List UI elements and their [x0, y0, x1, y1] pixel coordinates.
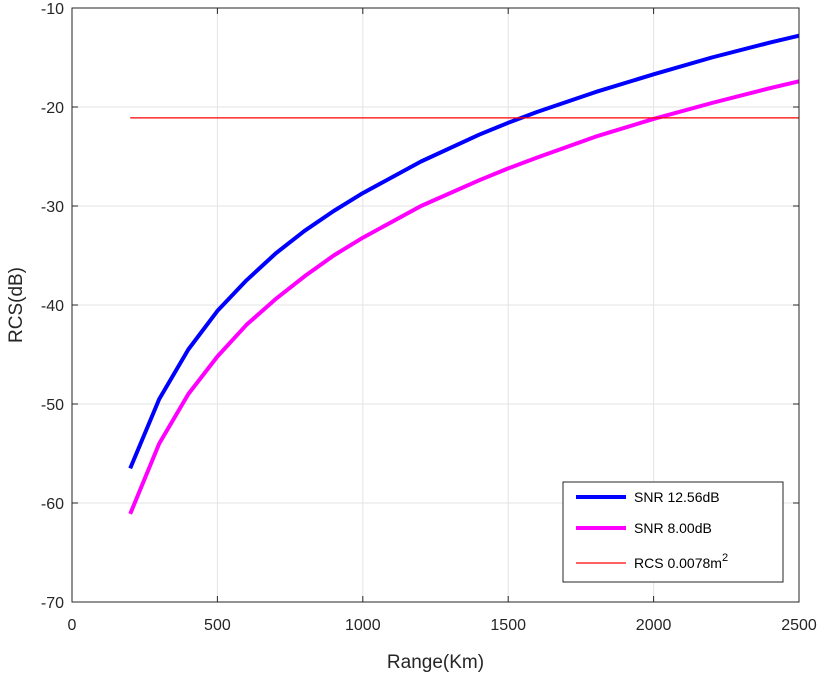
- legend: SNR 12.56dB SNR 8.00dB RCS 0.0078m2: [562, 481, 784, 583]
- grid-lines: [72, 8, 799, 602]
- series-line-snr-8-00: [128, 79, 800, 515]
- y-tick-label: -10: [41, 1, 64, 18]
- x-tick-label: 1000: [345, 617, 381, 634]
- x-axis-label: Range(Km): [387, 652, 484, 673]
- legend-label-snr-12-56: SNR 12.56dB: [634, 489, 720, 505]
- legend-label-rcs-threshold: RCS 0.0078m2: [634, 552, 728, 571]
- x-tick-label: 2500: [781, 617, 817, 634]
- legend-label-snr-8-00: SNR 8.00dB: [634, 520, 712, 536]
- series-line-snr-12-56: [128, 33, 800, 470]
- y-tick-label: -70: [41, 595, 64, 612]
- y-tick-label: -40: [41, 298, 64, 315]
- axis-ticks: 0 500 1000 1500 2000 2500 -70 -60 -50 -40 -30 -20 -1…: [41, 1, 817, 634]
- legend-label-superscript: 2: [722, 552, 728, 564]
- y-tick-label: -20: [41, 100, 64, 117]
- y-tick-label: -60: [41, 496, 64, 513]
- y-tick-label: -30: [41, 199, 64, 216]
- y-tick-label: -50: [41, 397, 64, 414]
- x-tick-label: 500: [204, 617, 231, 634]
- x-tick-label: 1500: [490, 617, 526, 634]
- x-tick-label: 0: [68, 617, 77, 634]
- y-axis-label: RCS(dB): [6, 267, 27, 343]
- series-layer: [128, 33, 800, 515]
- x-tick-label: 2000: [636, 617, 672, 634]
